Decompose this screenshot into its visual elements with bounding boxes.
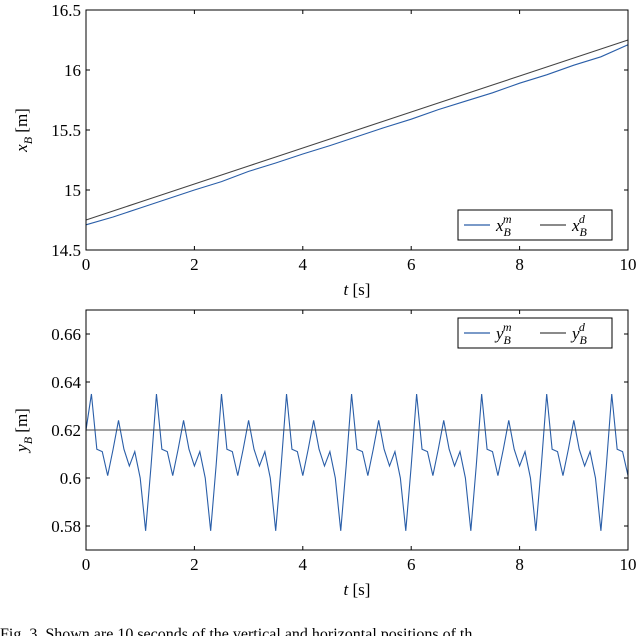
plot-frame [85, 309, 629, 551]
legend-label: yBm [494, 320, 512, 347]
x-tick-label: 8 [515, 255, 524, 274]
x-tick-label: 4 [299, 255, 308, 274]
y-axis-label: xB [m] [12, 108, 35, 153]
y-tick-label: 15 [64, 181, 81, 200]
legend-label: yBd [570, 320, 588, 347]
data-line [85, 39, 629, 221]
y-tick-label: 0.6 [60, 469, 81, 488]
y-tick-label: 14.5 [51, 241, 81, 260]
x-tick-label: 0 [82, 255, 91, 274]
x-tick-label: 6 [407, 555, 416, 574]
x-tick-label: 4 [299, 555, 308, 574]
y-tick-label: 16 [64, 61, 81, 80]
x-tick-label: 6 [407, 255, 416, 274]
x-tick-label: 10 [620, 255, 637, 274]
plot-frame [85, 9, 629, 251]
y-tick-label: 0.64 [51, 373, 81, 392]
y-tick-label: 16.5 [51, 1, 81, 20]
x-tick-label: 10 [620, 555, 637, 574]
x-tick-label: 2 [190, 555, 199, 574]
legend-label: xBm [495, 212, 512, 239]
caption: Fig. 3. Shown are 10 seconds of the vert… [0, 626, 472, 636]
legend-label: xBd [571, 212, 588, 239]
y-tick-label: 0.58 [51, 517, 81, 536]
x-tick-label: 8 [515, 555, 524, 574]
x-axis-label: t [s] [344, 580, 371, 599]
y-tick-label: 15.5 [51, 121, 81, 140]
y-axis-label: yB [m] [12, 408, 35, 454]
data-line [85, 393, 629, 531]
data-line [85, 44, 629, 226]
x-axis-label: t [s] [344, 280, 371, 299]
y-tick-label: 0.66 [51, 325, 81, 344]
x-tick-label: 0 [82, 555, 91, 574]
y-tick-label: 0.62 [51, 421, 81, 440]
x-tick-label: 2 [190, 255, 199, 274]
